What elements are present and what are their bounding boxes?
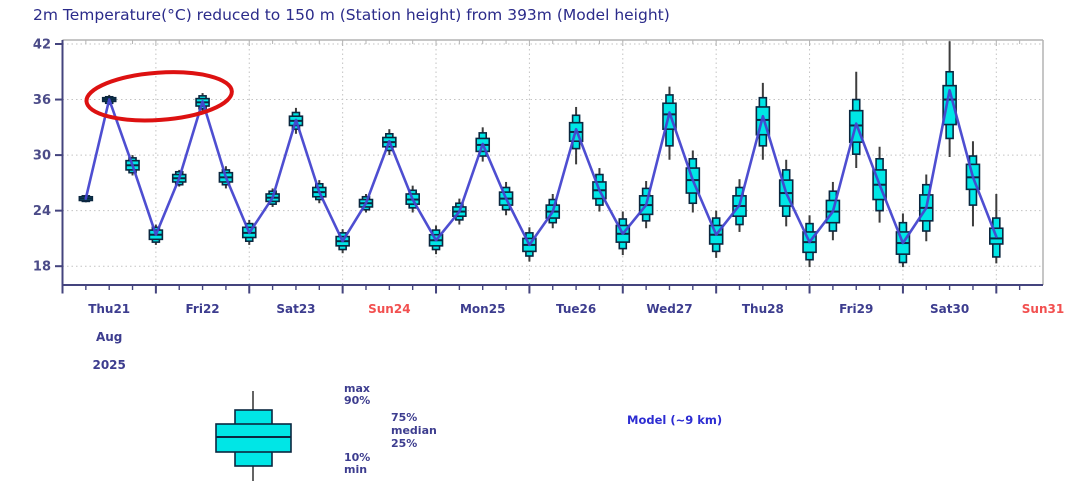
x-day-label: Wed27 bbox=[646, 302, 692, 316]
y-tick-label: 24 bbox=[33, 204, 51, 219]
x-day-label: Mon25 bbox=[460, 302, 505, 316]
legend-label-min: min bbox=[344, 463, 367, 476]
legend-label-max: max bbox=[344, 382, 370, 395]
x-day-label: Fri29 bbox=[839, 302, 873, 316]
y-tick-label: 42 bbox=[33, 38, 51, 53]
x-day-label: Thu28 bbox=[742, 302, 784, 316]
legend-label-median: median bbox=[391, 424, 437, 437]
y-tick-label: 30 bbox=[33, 149, 51, 164]
x-day-label-sunday: Sun31 bbox=[1022, 302, 1064, 316]
legend-label-90: 90% bbox=[344, 394, 370, 407]
box-plot-point bbox=[965, 141, 981, 227]
x-day-label: Thu21 bbox=[88, 302, 130, 316]
box-plot-point bbox=[942, 41, 957, 157]
model-line bbox=[84, 89, 998, 247]
x-day-label: Sat23 bbox=[276, 302, 315, 316]
y-tick-label: 18 bbox=[33, 260, 51, 275]
x-year-label: 2025 bbox=[92, 358, 125, 372]
box-plot-point bbox=[989, 193, 1004, 264]
highlight-ellipse-annotation bbox=[84, 70, 234, 123]
box-plot-point bbox=[848, 71, 864, 169]
x-day-label: Sat30 bbox=[930, 302, 969, 316]
x-month-label: Aug bbox=[96, 330, 122, 344]
y-tick-label: 36 bbox=[33, 93, 51, 108]
x-day-label: Fri22 bbox=[185, 302, 219, 316]
legend-label-25: 25% bbox=[391, 437, 417, 450]
x-day-label: Tue26 bbox=[556, 302, 596, 316]
legend-model-label: Model (~9 km) bbox=[627, 413, 722, 427]
chart-title: 2m Temperature(°C) reduced to 150 m (Sta… bbox=[33, 6, 670, 24]
legend-label-10: 10% bbox=[344, 451, 370, 464]
x-day-label-sunday: Sun24 bbox=[368, 302, 410, 316]
box-plot-point bbox=[568, 106, 584, 165]
legend-label-75: 75% bbox=[391, 411, 417, 424]
